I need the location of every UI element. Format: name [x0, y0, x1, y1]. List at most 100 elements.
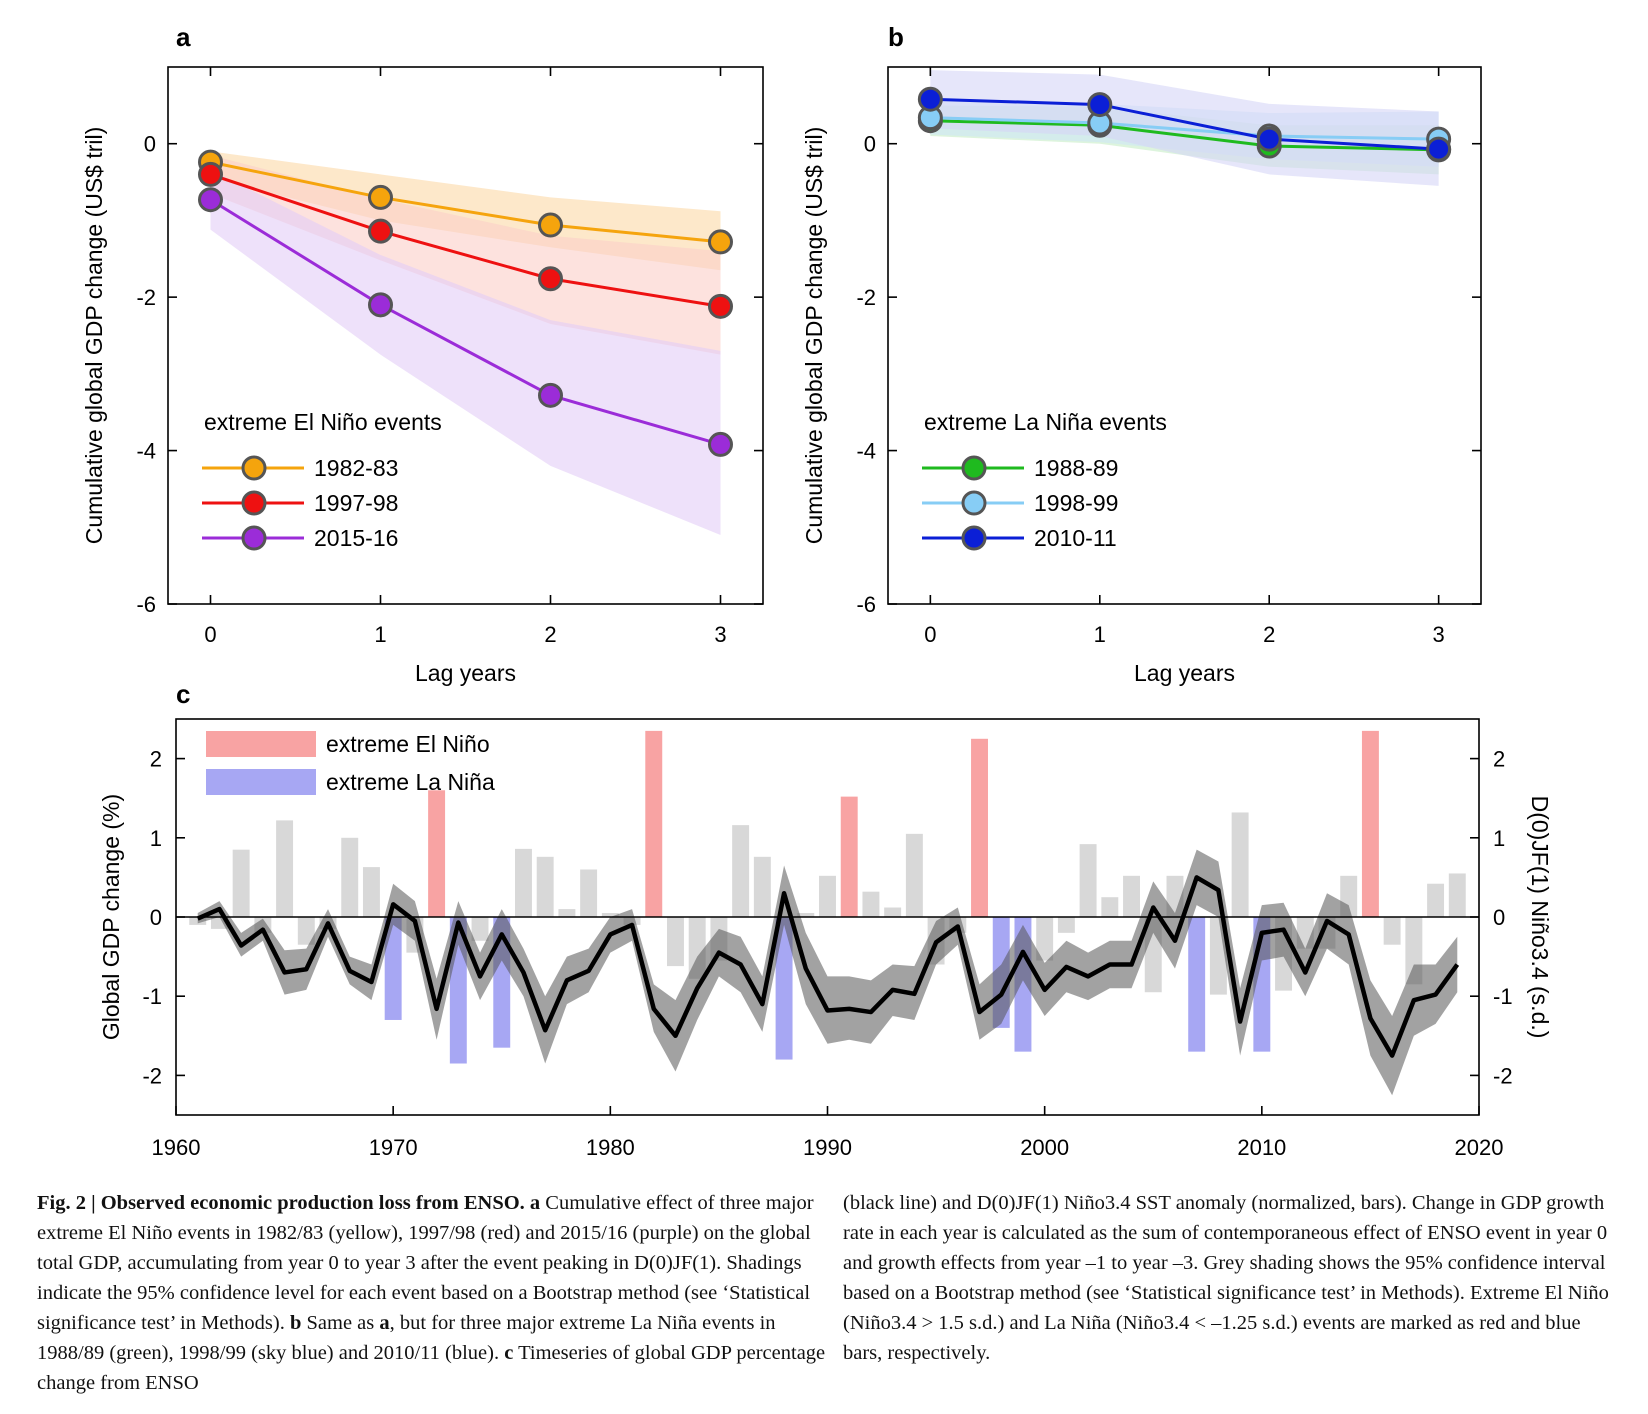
nino34-bar-1974: [471, 917, 489, 941]
caption-b-text: Same as: [301, 1312, 380, 1334]
nino34-bar-1963: [232, 849, 250, 917]
x-tick-label: 1990: [803, 1135, 852, 1160]
y-tick-label: -2: [142, 1063, 162, 1088]
nino34-bar-1986: [732, 825, 750, 917]
nino34-bar-1968: [341, 837, 359, 917]
panel-c-chart: 2 2 1 1 0 0 -1 -1 -2 -2 1960 1970 1980 1990 2000 2010 20…: [98, 718, 1553, 1160]
series-line-1998-99: [930, 116, 1439, 141]
legend-marker-1998-99: [961, 490, 987, 516]
y2-axis-label: D(0)JF(1) Niño3.4 (s.d.): [1527, 796, 1553, 1039]
nino34-bar-1980: [601, 913, 619, 917]
legend-label-1982-83: 1982-83: [314, 455, 398, 481]
y-tick-label: -1: [142, 984, 162, 1009]
y-tick-label: -4: [136, 439, 156, 464]
caption-c-text: Timeseries of global GDP percentage chan…: [37, 1342, 826, 1394]
x-axis-label: Lag years: [415, 660, 516, 686]
legend-marker-2010-11: [961, 525, 987, 551]
data-point-1982-83: [368, 184, 393, 210]
caption-column-1: Fig. 2 | Observed economic production lo…: [37, 1188, 837, 1398]
data-point-1997-98: [368, 218, 393, 244]
legend-swatch-0: [206, 731, 316, 757]
legend-label-1998-99: 1998-99: [1034, 490, 1118, 516]
nino34-bar-2007: [1188, 917, 1206, 1052]
y-tick-label: -6: [136, 592, 156, 617]
nino34-bar-1962: [210, 917, 228, 929]
series-line-1988-89: [930, 119, 1439, 152]
y-tick-label: -2: [136, 285, 156, 310]
legend-title: extreme La Niña events: [924, 409, 1167, 435]
legend-label-0: extreme El Niño: [326, 731, 490, 757]
x-tick-label: 2010: [1237, 1135, 1286, 1160]
x-tick-label: 1970: [369, 1135, 418, 1160]
nino34-bar-1965: [276, 820, 294, 917]
caption-a-ref: a: [529, 1192, 541, 1214]
nino34-bar-2002: [1079, 844, 1097, 917]
figure-canvas: a b c 0 -2 -4 -6 0 1 2 3 Lag years Cumulative glo…: [81, 22, 1553, 1160]
y2-tick-label: -1: [1493, 984, 1513, 1009]
x-tick-label: 3: [714, 622, 726, 647]
y-tick-label: -6: [856, 592, 876, 617]
nino34-bar-1997: [971, 738, 988, 917]
y-axis-label: Cumulative global GDP change (US$ tril): [801, 127, 827, 545]
legend-label-1988-89: 1988-89: [1034, 455, 1118, 481]
nino34-bar-2003: [1101, 897, 1119, 917]
caption-a-text: Cumulative effect of three major extreme…: [37, 1192, 814, 1334]
nino34-bar-1989: [797, 913, 815, 917]
nino34-bar-2015: [1361, 730, 1379, 917]
nino34-bar-2016: [1383, 917, 1401, 945]
series-line-1997-98: [210, 172, 721, 308]
x-tick-label: 3: [1433, 622, 1445, 647]
nino34-bar-1972: [428, 790, 446, 917]
x-tick-label: 2000: [1020, 1135, 1069, 1160]
legend-marker-1997-98: [241, 490, 267, 516]
nino34-bar-1991: [840, 796, 858, 917]
legend-title: extreme El Niño events: [204, 409, 442, 435]
nino34-bar-1982: [645, 730, 663, 917]
nino34-bar-1970: [384, 917, 402, 1020]
x-tick-label: 0: [924, 622, 936, 647]
nino34-bar-1977: [536, 856, 554, 917]
data-point-2015-16: [198, 187, 223, 213]
x-tick-label: 1980: [586, 1135, 635, 1160]
nino34-bar-2018: [1427, 883, 1445, 917]
panel-a-label: a: [176, 22, 191, 52]
x-tick-label: 2: [544, 622, 556, 647]
data-point-2015-16: [368, 292, 393, 318]
plot-frame: [167, 66, 764, 605]
y-tick-label: 0: [150, 905, 162, 930]
data-point-1982-83: [538, 212, 563, 238]
confidence-band-2010-11: [930, 70, 1439, 186]
y2-tick-label: 0: [1493, 905, 1505, 930]
panel-b-label: b: [888, 22, 904, 52]
y-axis-label: Global GDP change (%): [98, 794, 124, 1040]
x-tick-label: 1: [1094, 622, 1106, 647]
panel-c-label: c: [176, 679, 190, 709]
series-line-1982-83: [210, 160, 721, 244]
data-point-2010-11: [1426, 136, 1452, 162]
series-line-2015-16: [209, 198, 721, 446]
x-tick-label: 0: [204, 622, 216, 647]
y2-tick-label: -2: [1493, 1063, 1513, 1088]
x-tick-label: 1960: [152, 1135, 201, 1160]
nino34-bar-2019: [1448, 873, 1466, 917]
y-tick-label: 1: [150, 826, 162, 851]
nino34-bar-1994: [905, 833, 923, 917]
x-axis-label: Lag years: [1134, 660, 1235, 686]
caption-col2-text: (black line) and D(0)JF(1) Niño3.4 SST a…: [843, 1192, 1609, 1364]
legend-label-2015-16: 2015-16: [314, 525, 398, 551]
data-point-2010-11: [1256, 126, 1282, 152]
data-point-2015-16: [538, 382, 563, 408]
data-point-1997-98: [708, 293, 733, 319]
y-tick-label: 2: [150, 747, 162, 772]
legend-label-2010-11: 2010-11: [1034, 525, 1117, 551]
nino34-bar-2009: [1231, 812, 1249, 917]
data-point-2015-16: [708, 431, 733, 457]
caption-column-2: (black line) and D(0)JF(1) Niño3.4 SST a…: [843, 1188, 1623, 1368]
caption-a-ref2: a: [379, 1312, 390, 1334]
y-axis-label: Cumulative global GDP change (US$ tril): [81, 127, 107, 545]
series-line-2010-11: [930, 97, 1439, 151]
x-tick-label: 1: [374, 622, 386, 647]
x-tick-label: 2: [1263, 622, 1275, 647]
nino34-bar-1978: [558, 909, 576, 917]
legend-label-1997-98: 1997-98: [314, 490, 398, 516]
